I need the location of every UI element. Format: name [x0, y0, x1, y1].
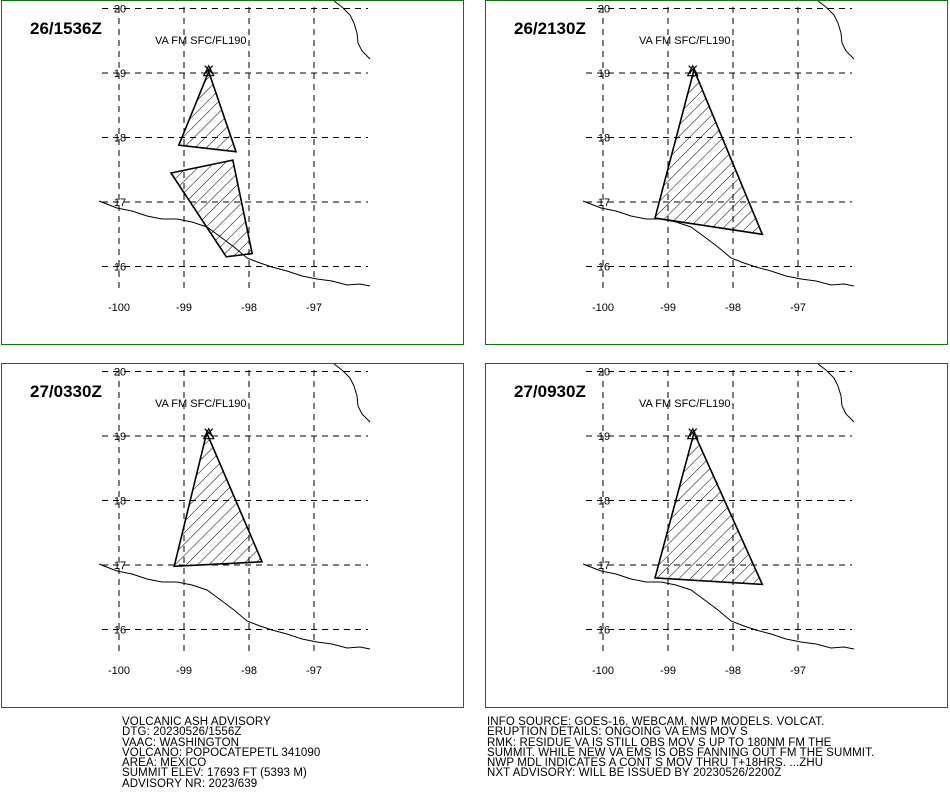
ash-cloud-polygon	[653, 67, 764, 236]
latitude-tick-label: 18	[598, 133, 610, 145]
latitude-tick-label: 16	[114, 625, 126, 637]
advisory-line: ADVISORY NR: 2023/639	[122, 777, 258, 790]
longitude-tick-label: -97	[306, 302, 322, 314]
latitude-tick-label: 16	[598, 625, 610, 637]
advisory-line: ERUPTION DETAILS: ONGOING VA EMS MOV S	[487, 726, 748, 739]
coastline	[333, 364, 371, 423]
advisory-line: INFO SOURCE: GOES-16. WEBCAM. NWP MODELS…	[487, 716, 825, 728]
latitude-tick-label: 17	[598, 560, 610, 572]
latitude-tick-label: 20	[598, 4, 610, 16]
advisory-line: AREA: MEXICO	[122, 757, 207, 770]
forecast-panel-3: -100 -99 -98 -97 20 19 18 17 16 27/0330Z VA FM S…	[1, 363, 464, 708]
latitude-tick-label: 19	[114, 431, 126, 443]
panel-altitude-label: VA FM SFC/FL190	[639, 35, 731, 47]
latitude-tick-label: 18	[114, 133, 126, 145]
forecast-panel-4: -100 -99 -98 -97 20 19 18 17 16 27/0930Z VA FM S…	[485, 363, 948, 708]
longitude-tick-label: -100	[108, 302, 130, 314]
ash-cloud-polygon	[169, 159, 254, 258]
longitude-tick-label: -99	[660, 665, 676, 677]
longitude-tick-label: -97	[790, 665, 806, 677]
longitude-tick-label: -99	[176, 302, 192, 314]
advisory-line: VOLCANO: POPOCATEPETL 341090	[122, 746, 321, 759]
coastline	[582, 563, 855, 650]
advisory-details: INFO SOURCE: GOES-16. WEBCAM. NWP MODELS…	[487, 716, 875, 780]
latitude-tick-label: 17	[598, 197, 610, 209]
panel-time-label: 26/2130Z	[514, 19, 586, 38]
panel-altitude-label: VA FM SFC/FL190	[155, 35, 247, 47]
longitude-tick-label: -97	[306, 665, 322, 677]
longitude-tick-label: -100	[108, 665, 130, 677]
coastline	[817, 1, 855, 60]
latitude-tick-label: 17	[114, 560, 126, 572]
longitude-tick-label: -98	[241, 665, 257, 677]
map-svg: -100 -99 -98 -97 20 19 18 17 16	[98, 364, 371, 677]
advisory-line: DTG: 20230526/1556Z	[122, 726, 242, 739]
coastline	[582, 200, 855, 287]
forecast-panel-2: -100 -99 -98 -97 20 19 18 17 16 26/2130Z VA FM S…	[485, 0, 948, 345]
latitude-tick-label: 20	[114, 4, 126, 16]
panel-time-label: 27/0330Z	[30, 382, 102, 401]
advisory-line: SUMMIT ELEV: 17693 FT (5393 M)	[122, 767, 307, 780]
volcano-marker-icon	[202, 427, 215, 440]
advisory-line: NXT ADVISORY: WILL BE ISSUED BY 20230526…	[487, 767, 782, 780]
advisory-line: RMK: RESIDUE VA IS STILL OBS MOV S UP TO…	[487, 736, 832, 749]
panel-altitude-label: VA FM SFC/FL190	[639, 398, 731, 410]
ash-cloud-polygon	[177, 69, 238, 153]
latitude-tick-label: 20	[114, 367, 126, 379]
volcano-marker-icon	[686, 427, 699, 440]
panel-altitude-label: VA FM SFC/FL190	[155, 398, 247, 410]
coastline	[817, 364, 855, 423]
longitude-tick-label: -98	[241, 302, 257, 314]
latitude-tick-label: 18	[598, 496, 610, 508]
longitude-tick-label: -100	[592, 302, 614, 314]
map-svg: -100 -99 -98 -97 20 19 18 17 16	[582, 1, 855, 314]
advisory-line: SUMMIT. WHILE NEW VA EMS IS OBS FANNING …	[487, 746, 875, 759]
volcano-marker-icon	[686, 64, 699, 77]
latitude-tick-label: 18	[114, 496, 126, 508]
ash-cloud-polygon	[173, 430, 264, 568]
longitude-tick-label: -98	[725, 302, 741, 314]
advisory-header: VOLCANIC ASH ADVISORY DTG: 20230526/1556…	[122, 716, 321, 790]
longitude-tick-label: -98	[725, 665, 741, 677]
latitude-tick-label: 20	[598, 367, 610, 379]
longitude-tick-label: -100	[592, 665, 614, 677]
advisory-line: VOLCANIC ASH ADVISORY	[122, 716, 271, 728]
ash-cloud-polygon	[653, 430, 764, 586]
latitude-tick-label: 17	[114, 197, 126, 209]
latitude-tick-label: 16	[114, 262, 126, 274]
map-svg: -100 -99 -98 -97 20 19 18 17 16	[582, 364, 855, 677]
panel-time-label: 26/1536Z	[30, 19, 102, 38]
latitude-tick-label: 16	[598, 262, 610, 274]
longitude-tick-label: -97	[790, 302, 806, 314]
latitude-tick-label: 19	[598, 431, 610, 443]
panel-time-label: 27/0930Z	[514, 382, 586, 401]
coastline	[333, 1, 371, 60]
coastline	[98, 563, 371, 650]
latitude-tick-label: 19	[598, 68, 610, 80]
volcano-marker-icon	[202, 64, 215, 77]
advisory-line: NWP MDL INDICATES A CONT S MOV THRU T+18…	[487, 757, 824, 770]
latitude-tick-label: 19	[114, 68, 126, 80]
forecast-panel-1: -100 -99 -98 -97 20 19 18 17 16 26/1536Z VA FM S…	[1, 0, 464, 345]
advisory-line: VAAC: WASHINGTON	[122, 736, 240, 749]
map-svg: -100 -99 -98 -97 20 19 18 17 16	[98, 1, 371, 314]
longitude-tick-label: -99	[176, 665, 192, 677]
longitude-tick-label: -99	[660, 302, 676, 314]
